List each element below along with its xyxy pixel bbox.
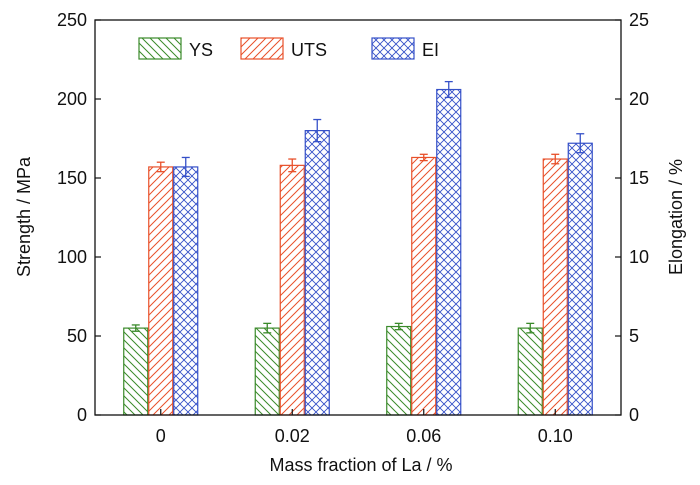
bar-ei-1 bbox=[304, 130, 330, 416]
x-tick-label-2: 0.06 bbox=[406, 426, 441, 446]
y-tick-label-1: 50 bbox=[67, 326, 87, 346]
y-tick-label-0: 0 bbox=[77, 405, 87, 425]
x-axis-label: Mass fraction of La / % bbox=[269, 455, 452, 475]
bar-ei-3 bbox=[567, 142, 593, 416]
bar-uts-2 bbox=[411, 156, 437, 416]
bar-ys-0 bbox=[123, 327, 149, 416]
bar-uts-3 bbox=[542, 158, 568, 416]
legend-swatch-ys bbox=[138, 37, 182, 60]
bars-layer bbox=[123, 88, 593, 416]
bar-uts-0 bbox=[148, 166, 174, 416]
y2-tick-label-1: 5 bbox=[629, 326, 639, 346]
y2-axis-label: Elongation / % bbox=[666, 159, 686, 275]
y-axis-label: Strength / MPa bbox=[14, 156, 34, 277]
bar-ys-1 bbox=[254, 327, 280, 416]
y2-tick-label-4: 20 bbox=[629, 89, 649, 109]
x-tick-label-1: 0.02 bbox=[275, 426, 310, 446]
error-bars-layer bbox=[131, 80, 585, 334]
legend-label-ei: EI bbox=[422, 40, 439, 60]
plot-area-frame bbox=[94, 19, 622, 416]
y2-tick-label-0: 0 bbox=[629, 405, 639, 425]
y-tick-label-2: 100 bbox=[57, 247, 87, 267]
bar-ys-2 bbox=[386, 325, 412, 416]
y-tick-label-4: 200 bbox=[57, 89, 87, 109]
x-tick-label-3: 0.10 bbox=[538, 426, 573, 446]
legend-label-ys: YS bbox=[189, 40, 213, 60]
bar-uts-1 bbox=[279, 164, 305, 416]
legend-label-uts: UTS bbox=[291, 40, 327, 60]
y2-tick-label-3: 15 bbox=[629, 168, 649, 188]
ticks-layer: 0 0.02 0.06 0.10 0 50 100 150 200 250 0 5 10 15 20 25 bbox=[57, 10, 649, 446]
legend-swatch-uts bbox=[240, 37, 284, 60]
bar-ei-2 bbox=[436, 88, 462, 416]
legend: YS UTS EI bbox=[138, 37, 439, 60]
y2-tick-label-5: 25 bbox=[629, 10, 649, 30]
y-tick-label-3: 150 bbox=[57, 168, 87, 188]
bar-ys-3 bbox=[517, 327, 543, 416]
y2-tick-label-2: 10 bbox=[629, 247, 649, 267]
legend-swatch-ei bbox=[371, 37, 415, 60]
bar-ei-0 bbox=[173, 166, 199, 416]
y-tick-label-5: 250 bbox=[57, 10, 87, 30]
x-tick-label-0: 0 bbox=[156, 426, 166, 446]
